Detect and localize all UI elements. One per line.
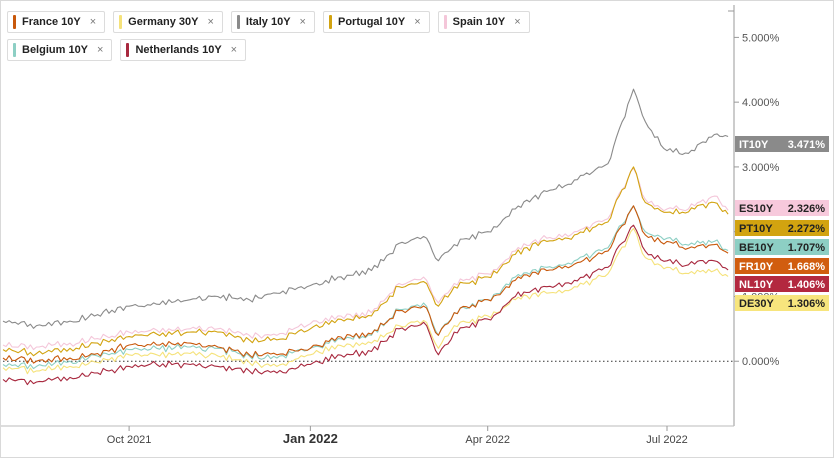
legend-swatch: [119, 15, 123, 29]
legend-swatch: [13, 43, 16, 57]
legend-chip-portugal-10y[interactable]: Portugal 10Y ×: [322, 11, 430, 33]
legend-chip-netherlands-10y[interactable]: Netherlands 10Y ×: [120, 39, 247, 61]
price-tag-value: 3.471%: [788, 139, 826, 151]
price-tag-symbol: PT10Y: [739, 223, 773, 235]
legend-label: Belgium 10Y: [22, 44, 89, 56]
legend-label: Portugal 10Y: [337, 16, 406, 28]
price-tag-value: 1.668%: [788, 261, 826, 273]
remove-series-icon[interactable]: ×: [230, 44, 238, 56]
series-line-pt10y: [2, 166, 729, 357]
price-tag-bg: [735, 239, 829, 255]
remove-series-icon[interactable]: ×: [207, 16, 214, 28]
y-tick-label: 3.000%: [742, 162, 780, 174]
legend-chip-france-10y[interactable]: France 10Y ×: [7, 11, 106, 33]
legend-label: Spain 10Y: [452, 16, 506, 28]
price-tag-it10y: IT10Y 3.471%: [735, 136, 829, 152]
legend-chip-spain-10y[interactable]: Spain 10Y ×: [437, 11, 530, 33]
x-tick-label: Apr 2022: [465, 434, 510, 446]
x-tick-label: Oct 2021: [107, 434, 152, 446]
price-tag-pt10y: PT10Y 2.272%: [735, 220, 829, 236]
legend-chip-germany-30y[interactable]: Germany 30Y ×: [113, 11, 223, 33]
price-tag-bg: [735, 295, 829, 311]
legend-swatch: [236, 15, 240, 29]
remove-series-icon[interactable]: ×: [299, 16, 306, 28]
legend-swatch: [13, 15, 16, 29]
price-tag-symbol: BE10Y: [739, 242, 775, 254]
price-tag-value: 1.406%: [788, 279, 826, 291]
price-tag-value: 2.272%: [788, 223, 826, 235]
price-tag-bg: [735, 258, 829, 274]
price-tag-value: 2.326%: [788, 203, 826, 215]
remove-series-icon[interactable]: ×: [414, 16, 421, 28]
remove-series-icon[interactable]: ×: [514, 16, 521, 28]
legend-chip-italy-10y[interactable]: Italy 10Y ×: [230, 11, 315, 33]
price-tag-be10y: BE10Y 1.707%: [735, 239, 829, 255]
remove-series-icon[interactable]: ×: [97, 44, 104, 56]
legend-swatch: [328, 15, 332, 29]
price-tag-bg: [735, 200, 829, 216]
price-tag-es10y: ES10Y 2.326%: [735, 200, 829, 216]
price-tag-symbol: ES10Y: [739, 203, 774, 215]
legend-label: Germany 30Y: [128, 16, 199, 28]
legend: France 10Y × Germany 30Y × Italy 10Y × Portuga…: [7, 11, 567, 61]
series-line-es10y: [2, 167, 729, 351]
price-tag-bg: [735, 220, 829, 236]
y-tick-label: 5.000%: [742, 32, 780, 44]
price-tag-bg: [735, 136, 829, 152]
price-tag-symbol: NL10Y: [739, 279, 774, 291]
remove-series-icon[interactable]: ×: [89, 16, 97, 28]
price-tag-symbol: IT10Y: [739, 139, 769, 151]
legend-label: Netherlands 10Y: [135, 44, 222, 56]
series-line-it10y: [2, 88, 729, 329]
legend-swatch: [126, 43, 130, 57]
series-line-de30y: [2, 227, 729, 375]
legend-label: Italy 10Y: [245, 16, 291, 28]
price-tag-nl10y: NL10Y 1.406%: [735, 276, 829, 292]
price-tag-value: 1.306%: [788, 298, 826, 310]
price-tag-de30y: DE30Y 1.306%: [735, 295, 829, 311]
series-line-fr10y: [2, 205, 729, 364]
price-tag-symbol: DE30Y: [739, 298, 775, 310]
x-tick-label: Jul 2022: [646, 434, 688, 446]
price-tag-symbol: FR10Y: [739, 261, 774, 273]
y-tick-label: 0.000%: [742, 356, 780, 368]
price-tag-bg: [735, 276, 829, 292]
legend-swatch: [443, 15, 447, 29]
series-line-be10y: [2, 205, 729, 370]
legend-label: France 10Y: [22, 16, 81, 28]
legend-chip-belgium-10y[interactable]: Belgium 10Y ×: [7, 39, 113, 61]
price-tag-fr10y: FR10Y 1.668%: [735, 258, 829, 274]
price-tag-value: 1.707%: [788, 242, 826, 254]
x-tick-label: Jan 2022: [283, 431, 338, 446]
y-tick-label: 4.000%: [742, 97, 780, 109]
series-line-nl10y: [2, 224, 729, 386]
